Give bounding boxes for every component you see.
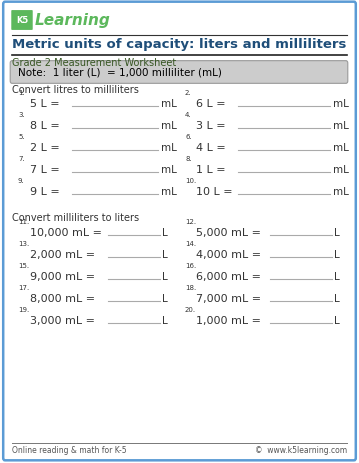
Text: 6 L =: 6 L = bbox=[196, 99, 225, 109]
Text: mL: mL bbox=[161, 99, 177, 109]
Text: 10.: 10. bbox=[185, 178, 196, 184]
Text: 8 L =: 8 L = bbox=[30, 121, 60, 131]
Text: 12.: 12. bbox=[185, 219, 196, 225]
Text: 9.: 9. bbox=[18, 178, 25, 184]
Text: Learning: Learning bbox=[35, 13, 111, 28]
Text: mL: mL bbox=[161, 121, 177, 131]
Text: 19.: 19. bbox=[18, 307, 29, 313]
Text: ©  www.k5learning.com: © www.k5learning.com bbox=[255, 445, 347, 454]
Text: Grade 2 Measurement Worksheet: Grade 2 Measurement Worksheet bbox=[12, 58, 176, 68]
Text: Convert litres to milliliters: Convert litres to milliliters bbox=[12, 85, 139, 95]
Text: Convert milliliters to liters: Convert milliliters to liters bbox=[12, 213, 139, 223]
Text: 5,000 mL =: 5,000 mL = bbox=[196, 227, 261, 238]
FancyBboxPatch shape bbox=[11, 11, 33, 31]
Text: 1,000 mL =: 1,000 mL = bbox=[196, 315, 261, 325]
Text: Online reading & math for K-5: Online reading & math for K-5 bbox=[12, 445, 127, 454]
Text: 4 L =: 4 L = bbox=[196, 143, 226, 153]
Text: 17.: 17. bbox=[18, 284, 29, 290]
Text: 7 L =: 7 L = bbox=[30, 165, 60, 175]
Text: 5 L =: 5 L = bbox=[30, 99, 60, 109]
FancyBboxPatch shape bbox=[3, 3, 356, 460]
Text: mL: mL bbox=[333, 121, 349, 131]
Text: L: L bbox=[334, 250, 340, 259]
Text: L: L bbox=[334, 271, 340, 282]
Text: 14.: 14. bbox=[185, 240, 196, 246]
Text: 7.: 7. bbox=[18, 156, 25, 162]
Text: 2,000 mL =: 2,000 mL = bbox=[30, 250, 95, 259]
Text: 6.: 6. bbox=[185, 134, 192, 140]
Text: mL: mL bbox=[161, 143, 177, 153]
Text: mL: mL bbox=[333, 143, 349, 153]
Text: 6,000 mL =: 6,000 mL = bbox=[196, 271, 261, 282]
Text: 18.: 18. bbox=[185, 284, 196, 290]
Text: 3 L =: 3 L = bbox=[196, 121, 225, 131]
Text: L: L bbox=[162, 315, 168, 325]
Text: 3.: 3. bbox=[18, 112, 25, 118]
Text: 1.: 1. bbox=[18, 90, 25, 96]
Text: Note:  1 liter (L)  = 1,000 milliliter (mL): Note: 1 liter (L) = 1,000 milliliter (mL… bbox=[18, 68, 222, 78]
Text: 15.: 15. bbox=[18, 263, 29, 269]
Text: 11.: 11. bbox=[18, 219, 29, 225]
Text: 8.: 8. bbox=[185, 156, 192, 162]
Text: L: L bbox=[334, 227, 340, 238]
Text: mL: mL bbox=[333, 165, 349, 175]
Text: 5.: 5. bbox=[18, 134, 25, 140]
Text: 1 L =: 1 L = bbox=[196, 165, 225, 175]
Text: L: L bbox=[334, 294, 340, 303]
Text: 3,000 mL =: 3,000 mL = bbox=[30, 315, 95, 325]
Text: L: L bbox=[162, 271, 168, 282]
Text: K5: K5 bbox=[16, 17, 28, 25]
Text: L: L bbox=[334, 315, 340, 325]
Text: Metric units of capacity: liters and milliliters: Metric units of capacity: liters and mil… bbox=[12, 38, 346, 51]
Text: 9,000 mL =: 9,000 mL = bbox=[30, 271, 95, 282]
Text: 2 L =: 2 L = bbox=[30, 143, 60, 153]
Text: 7,000 mL =: 7,000 mL = bbox=[196, 294, 261, 303]
Text: L: L bbox=[162, 227, 168, 238]
Text: 9 L =: 9 L = bbox=[30, 187, 60, 197]
Text: 16.: 16. bbox=[185, 263, 196, 269]
Text: 4,000 mL =: 4,000 mL = bbox=[196, 250, 261, 259]
Text: mL: mL bbox=[333, 187, 349, 197]
Text: L: L bbox=[162, 250, 168, 259]
Text: 8,000 mL =: 8,000 mL = bbox=[30, 294, 95, 303]
Text: 20.: 20. bbox=[185, 307, 196, 313]
Text: mL: mL bbox=[161, 165, 177, 175]
Text: mL: mL bbox=[333, 99, 349, 109]
Text: 10 L =: 10 L = bbox=[196, 187, 233, 197]
Text: 4.: 4. bbox=[185, 112, 192, 118]
Text: 13.: 13. bbox=[18, 240, 29, 246]
Text: mL: mL bbox=[161, 187, 177, 197]
FancyBboxPatch shape bbox=[10, 62, 348, 84]
Text: 2.: 2. bbox=[185, 90, 192, 96]
Text: L: L bbox=[162, 294, 168, 303]
Text: 10,000 mL =: 10,000 mL = bbox=[30, 227, 102, 238]
